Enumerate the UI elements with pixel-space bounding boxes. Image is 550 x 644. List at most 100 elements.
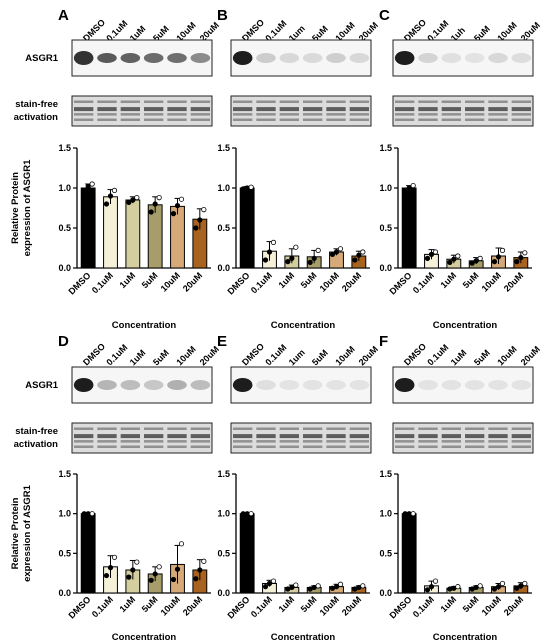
data-point: [289, 255, 295, 261]
data-point: [522, 250, 528, 256]
asgr1-band: [488, 53, 508, 63]
stain-free-band: [144, 440, 164, 443]
category-label: 5uM: [140, 270, 160, 290]
stain-free-band: [279, 440, 299, 443]
stain-free-band: [190, 113, 210, 116]
lane-label: DMSO: [402, 17, 428, 43]
y-tick-label: 1.5: [58, 143, 71, 153]
data-point: [410, 511, 416, 517]
asgr1-row-label: ASGR1: [25, 53, 58, 64]
stain-free-band: [256, 118, 276, 121]
stain-free-band: [511, 100, 531, 103]
asgr1-blot-frame: [230, 366, 372, 404]
data-point: [406, 185, 412, 191]
stain-free-band: [441, 434, 461, 439]
data-point: [447, 259, 453, 265]
stain-free-band: [233, 427, 253, 430]
y-tick-label: 1.5: [58, 469, 71, 479]
row-labels-2: ASGR1 stain-free activation Relative Protei…: [10, 380, 59, 582]
data-point: [499, 247, 506, 253]
stain-free-band: [326, 100, 346, 103]
stain-free-band: [233, 118, 253, 121]
data-point: [111, 554, 118, 560]
stain-free-band: [488, 100, 508, 103]
lane-label: 10uM: [174, 344, 197, 367]
stain-free-band: [256, 100, 276, 103]
stain-free-band: [395, 434, 415, 439]
stain-free-band: [465, 107, 485, 112]
lane-label: 5uM: [310, 348, 330, 368]
y-tick-label: 1.5: [217, 469, 230, 479]
data-point: [522, 580, 528, 587]
stain-free-band: [488, 434, 508, 439]
lane-label: 0.1uM: [104, 342, 129, 367]
stain-free-band: [74, 440, 94, 443]
lane-label: 5uM: [472, 348, 492, 368]
panel-letter: C: [379, 7, 390, 24]
lane-label: 20uM: [519, 344, 542, 367]
category-label: 1uM: [438, 270, 458, 290]
asgr1-band: [232, 378, 253, 392]
stain-free-band: [167, 445, 187, 448]
category-label: 10uM: [318, 594, 341, 617]
y-tick-label: 0.0: [379, 588, 392, 598]
category-label: 5uM: [299, 594, 319, 614]
category-label: 0.1uM: [249, 270, 274, 295]
data-point: [201, 207, 207, 213]
y-tick-label: 1.0: [217, 509, 230, 519]
lane-label: DMSO: [81, 17, 107, 43]
stain-free-band: [279, 118, 299, 121]
stain-free-band: [395, 440, 415, 443]
stain-free-band: [349, 113, 369, 116]
data-point: [266, 580, 273, 587]
stain-free-band: [120, 107, 140, 112]
stain-free-band: [395, 427, 415, 430]
data-point: [266, 249, 273, 255]
stain-free-band: [97, 100, 117, 103]
stain-free-band: [303, 100, 323, 103]
y-tick-label: 0.5: [217, 223, 230, 233]
bar: [125, 199, 141, 269]
category-label: 5uM: [299, 270, 319, 290]
data-point: [337, 246, 344, 252]
data-point: [262, 257, 269, 263]
stain-free-band: [349, 434, 369, 439]
asgr1-band: [511, 53, 532, 63]
asgr1-band: [232, 51, 253, 65]
stain-free-band: [488, 440, 508, 443]
stain-free-band: [97, 440, 117, 443]
stain-free-band: [395, 107, 415, 112]
stain-free-band: [144, 107, 164, 112]
stain-free-band: [97, 434, 117, 439]
stain-free-band: [441, 427, 461, 430]
stain-free-band: [144, 427, 164, 430]
data-point: [170, 576, 177, 583]
stain-free-band: [511, 445, 531, 448]
stain-free-band: [395, 118, 415, 121]
stain-free-band: [120, 100, 140, 103]
y-axis-title-line1: Relative Protein: [10, 497, 21, 569]
stain-free-band: [465, 100, 485, 103]
category-label: 10uM: [480, 270, 503, 293]
stain-free-band: [233, 440, 253, 443]
category-label: 0.1uM: [90, 270, 115, 295]
category-label: 0.1uM: [249, 594, 274, 619]
category-label: 20uM: [502, 270, 525, 293]
y-tick-label: 1.0: [379, 509, 392, 519]
data-point: [424, 587, 431, 593]
category-label: 20uM: [340, 270, 363, 293]
category-label: 1uM: [276, 594, 296, 614]
data-point: [424, 255, 431, 261]
stain-free-band: [97, 445, 117, 448]
stain-free-band: [279, 445, 299, 448]
data-point: [293, 244, 299, 250]
data-point: [130, 197, 136, 203]
y-tick-label: 0.0: [58, 263, 71, 273]
data-point: [473, 258, 479, 264]
lane-label: DMSO: [81, 341, 107, 367]
bar: [80, 187, 96, 269]
stain-free-band: [256, 434, 276, 439]
